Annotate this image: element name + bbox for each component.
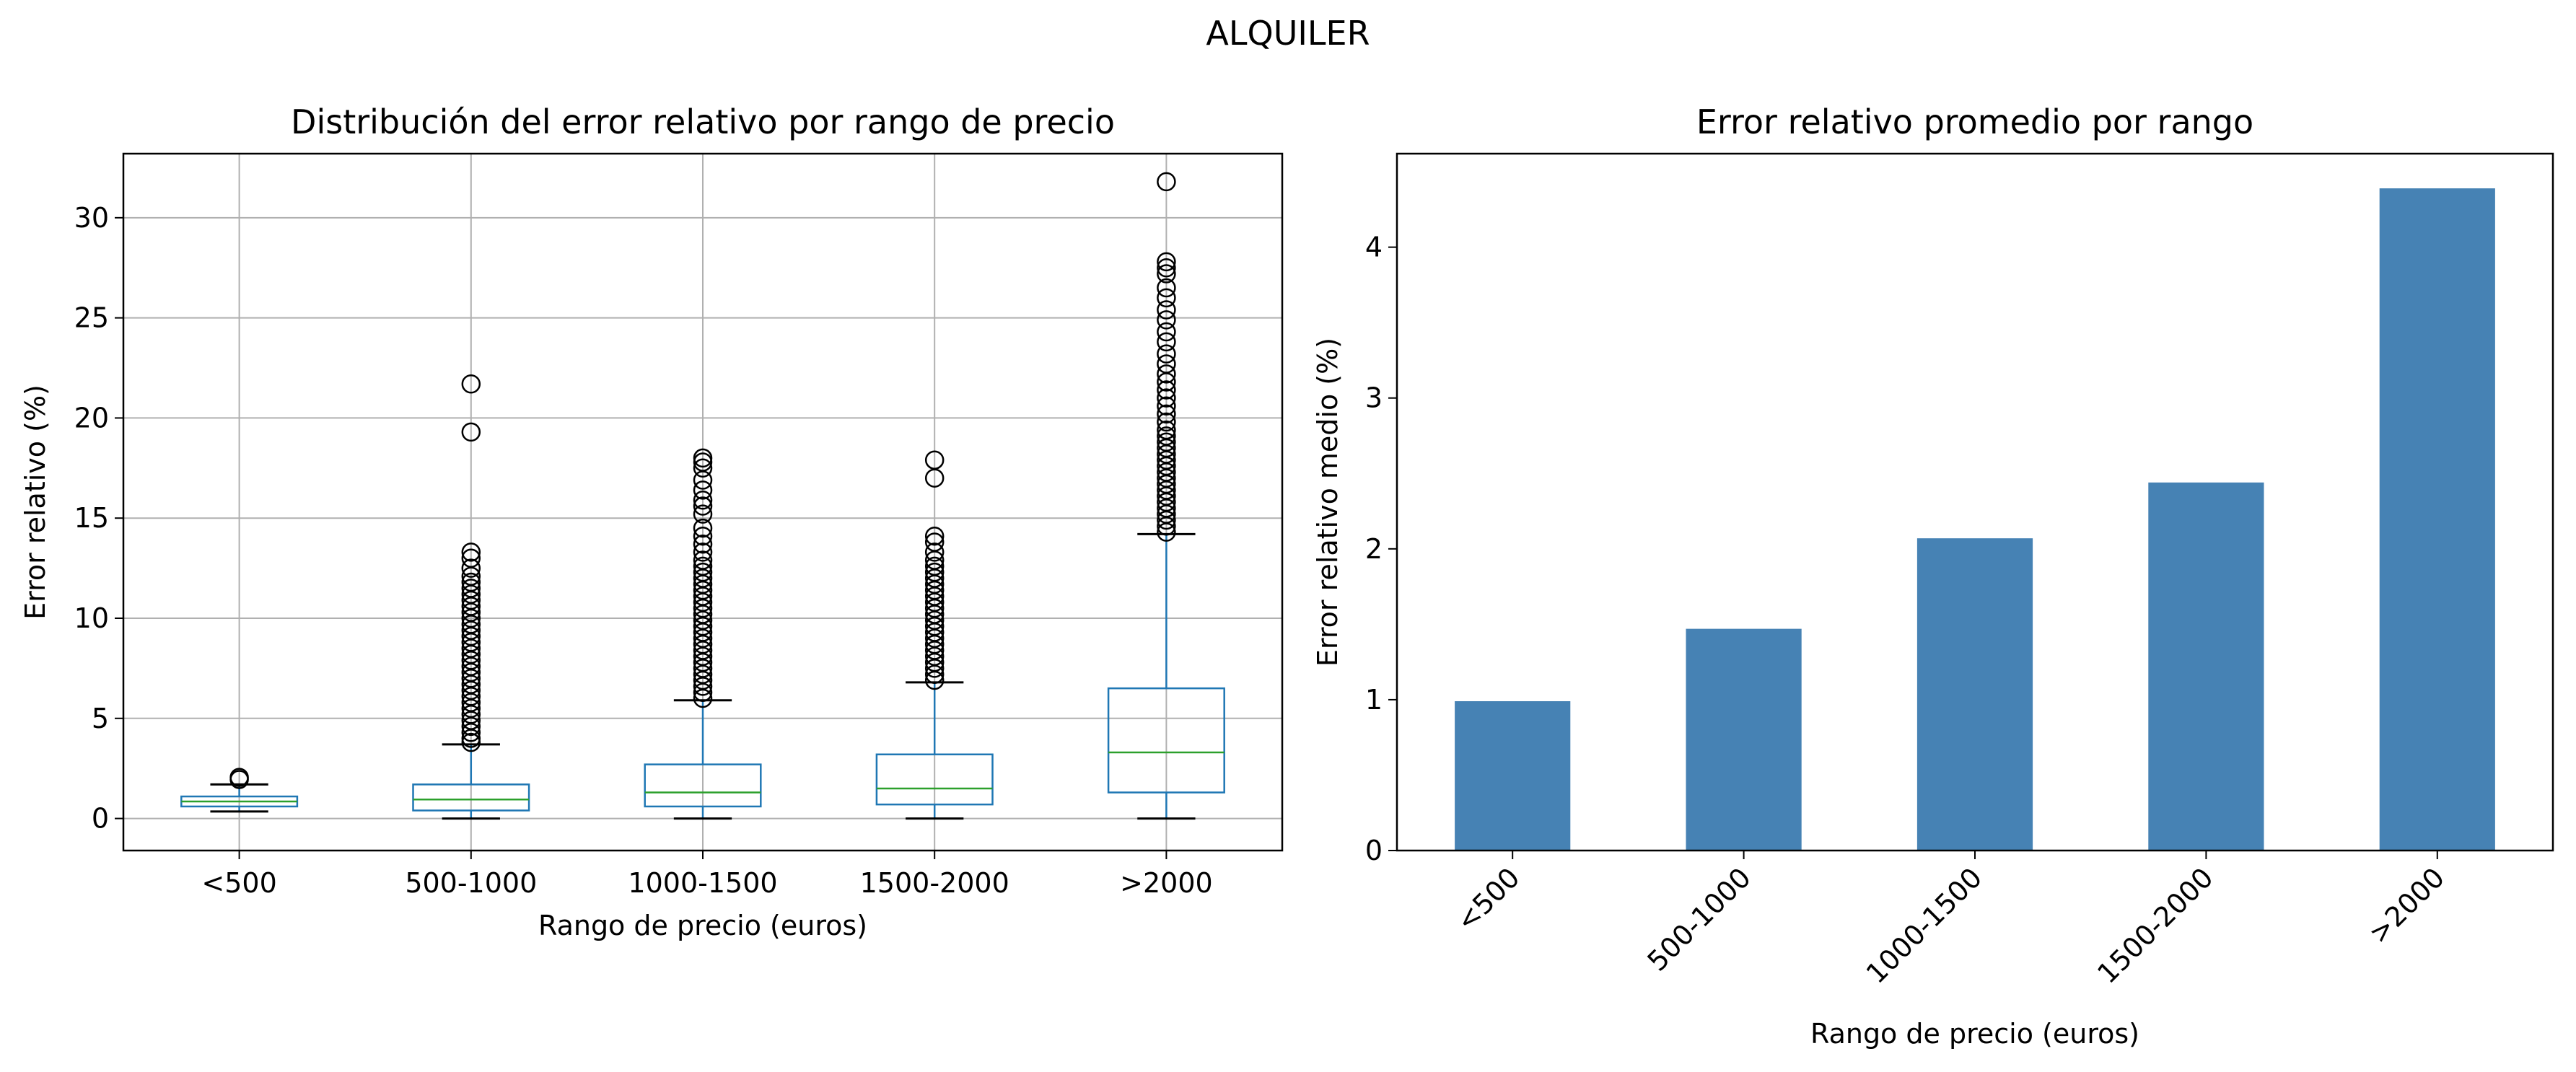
bar-chart-bars bbox=[1455, 188, 2495, 851]
outlier-point bbox=[693, 562, 713, 582]
bar-chart-y-axis-label: Error relativo medio (%) bbox=[1312, 338, 1344, 667]
boxplot-x-axis-label: Rango de precio (euros) bbox=[538, 910, 867, 941]
outlier-point bbox=[1157, 278, 1176, 298]
bar-2 bbox=[1916, 538, 2033, 851]
y-tick-label: 2 bbox=[1365, 533, 1383, 565]
outlier-point bbox=[693, 504, 713, 524]
outlier-point bbox=[1157, 258, 1176, 278]
outlier-point bbox=[924, 562, 945, 582]
outlier-point bbox=[1157, 172, 1176, 192]
outlier-point bbox=[924, 450, 945, 470]
outlier-point bbox=[1157, 364, 1176, 384]
figure-suptitle: ALQUILER bbox=[1206, 14, 1370, 53]
outlier-point bbox=[461, 422, 481, 442]
bar-1 bbox=[1686, 628, 1802, 851]
boxplot-ticks: 0 5 10 15 20 25 30 <500 500-1000 1000-1500 1500-20… bbox=[74, 202, 1213, 899]
outlier-point bbox=[693, 480, 713, 500]
outlier-point bbox=[1157, 300, 1176, 320]
outlier-point bbox=[693, 518, 713, 538]
outlier-point bbox=[1157, 354, 1176, 374]
iqr-box bbox=[644, 763, 762, 808]
outlier-point bbox=[1157, 252, 1176, 272]
outlier-point bbox=[693, 556, 713, 576]
boxplot-boxes bbox=[180, 172, 1225, 820]
outlier-point bbox=[461, 572, 481, 592]
y-tick-label: 0 bbox=[1365, 835, 1383, 866]
boxplot-title: Distribución del error relativo por rang… bbox=[291, 102, 1115, 141]
outlier-point bbox=[693, 526, 713, 546]
boxplot-gridlines bbox=[123, 154, 1282, 851]
y-tick-label: 5 bbox=[92, 703, 109, 734]
bar-0 bbox=[1455, 701, 1571, 851]
outlier-point bbox=[1157, 332, 1176, 352]
boxplot-y-axis-label: Error relativo (%) bbox=[19, 385, 51, 620]
x-tick-label: >2000 bbox=[1120, 867, 1213, 899]
outlier-point bbox=[924, 526, 945, 546]
outlier-point bbox=[1157, 322, 1176, 342]
outlier-point bbox=[1157, 432, 1176, 452]
outlier-point bbox=[461, 558, 481, 578]
outlier-point bbox=[1157, 380, 1176, 400]
outlier-point bbox=[229, 768, 249, 787]
outlier-point bbox=[461, 548, 481, 568]
box-group-0 bbox=[180, 768, 299, 813]
iqr-box bbox=[875, 753, 994, 806]
outlier-point bbox=[1157, 420, 1176, 440]
boxplot-chart: Distribución del error relativo por rang… bbox=[19, 102, 1284, 941]
outlier-point bbox=[693, 550, 713, 570]
outlier-point bbox=[461, 374, 481, 394]
x-tick-label: 1000-1500 bbox=[628, 867, 777, 899]
outlier-point bbox=[1157, 388, 1176, 408]
outlier-point bbox=[1157, 426, 1176, 446]
y-tick-label: 4 bbox=[1365, 232, 1383, 263]
x-tick-label: 1500-2000 bbox=[860, 867, 1009, 899]
bar-4 bbox=[2379, 188, 2495, 851]
outlier-point bbox=[924, 532, 945, 552]
iqr-box bbox=[1107, 687, 1225, 794]
y-tick-label: 1 bbox=[1365, 684, 1383, 716]
bar-3 bbox=[2148, 482, 2264, 851]
outlier-point bbox=[693, 542, 713, 562]
outlier-point bbox=[1157, 288, 1176, 308]
outlier-point bbox=[1157, 404, 1176, 424]
outlier-point bbox=[1157, 396, 1176, 416]
box-group-4 bbox=[1107, 172, 1225, 820]
outlier-point bbox=[924, 542, 945, 562]
y-tick-label: 30 bbox=[74, 202, 109, 234]
y-tick-label: 10 bbox=[74, 602, 109, 634]
outlier-point bbox=[693, 496, 713, 516]
box-group-3 bbox=[875, 450, 994, 820]
outlier-point bbox=[693, 535, 713, 554]
x-tick-label: <500 bbox=[201, 867, 276, 899]
outlier-point bbox=[924, 556, 945, 576]
outlier-point bbox=[693, 490, 713, 510]
y-tick-label: 20 bbox=[74, 402, 109, 434]
outlier-point bbox=[1157, 412, 1176, 432]
outlier-point bbox=[1157, 310, 1176, 330]
y-tick-label: 15 bbox=[74, 502, 109, 534]
bar-chart-x-axis-label: Rango de precio (euros) bbox=[1810, 1018, 2139, 1050]
iqr-box bbox=[412, 783, 530, 812]
outlier-point bbox=[1157, 344, 1176, 364]
outlier-point bbox=[693, 448, 713, 468]
y-tick-label: 25 bbox=[74, 302, 109, 334]
outlier-point bbox=[1157, 264, 1176, 284]
y-tick-label: 0 bbox=[92, 803, 109, 835]
bar-chart-axes-frame bbox=[1396, 152, 2554, 852]
y-tick-label: 3 bbox=[1365, 382, 1383, 414]
box-group-1 bbox=[412, 374, 530, 820]
box-group-2 bbox=[644, 448, 762, 820]
bar-chart-title: Error relativo promedio por rango bbox=[1696, 102, 2253, 141]
outlier-point bbox=[461, 542, 481, 562]
x-tick-label: 500-1000 bbox=[405, 867, 537, 899]
boxplot-axes-frame bbox=[122, 152, 1284, 852]
outlier-point bbox=[693, 458, 713, 478]
outlier-point bbox=[461, 579, 481, 598]
